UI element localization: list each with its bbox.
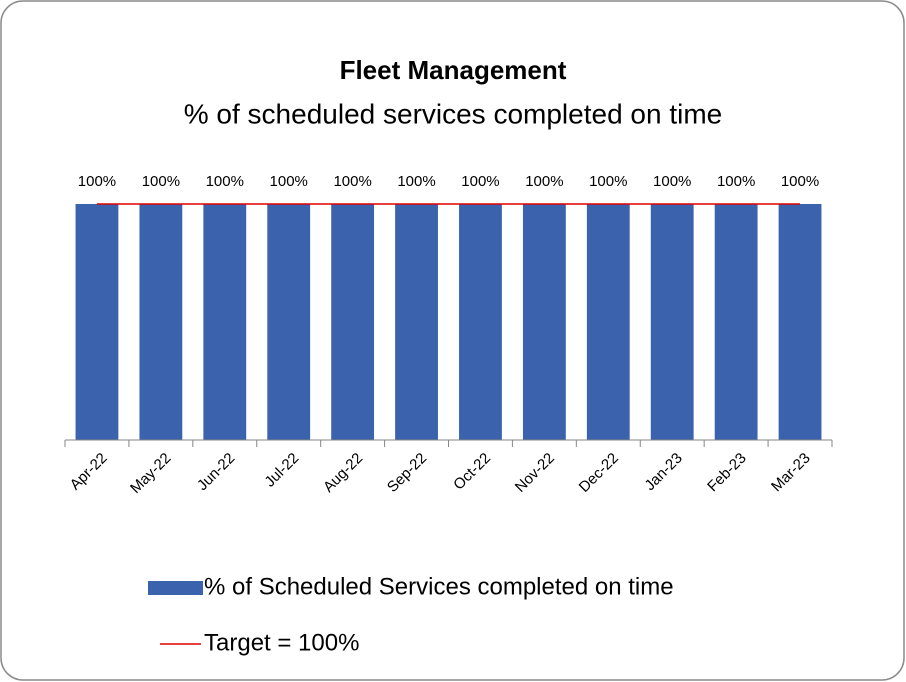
bar [459,204,502,440]
bar [395,204,438,440]
bar [203,204,247,440]
data-label: 100% [717,173,755,190]
data-label: 100% [142,173,180,190]
bar [331,204,375,440]
data-label: 100% [525,173,563,190]
data-label: 100% [653,173,691,190]
bar [267,204,311,440]
data-label: 100% [397,173,435,190]
legend-label: Target = 100% [204,629,359,656]
bar [778,204,822,440]
bar [75,204,119,440]
data-label: 100% [333,173,371,190]
data-label: 100% [781,173,819,190]
legend-swatch [148,581,203,595]
data-label: 100% [78,173,116,190]
chart-subtitle: % of scheduled services completed on tim… [184,98,723,129]
chart-title: Fleet Management [340,55,567,85]
data-label: 100% [270,173,308,190]
bar [522,204,566,440]
bar [139,204,183,440]
bar [650,204,694,440]
data-label: 100% [461,173,499,190]
legend-label: % of Scheduled Services completed on tim… [204,573,674,600]
bar [586,204,630,440]
data-label: 100% [206,173,244,190]
data-label: 100% [589,173,627,190]
bar [714,204,758,440]
